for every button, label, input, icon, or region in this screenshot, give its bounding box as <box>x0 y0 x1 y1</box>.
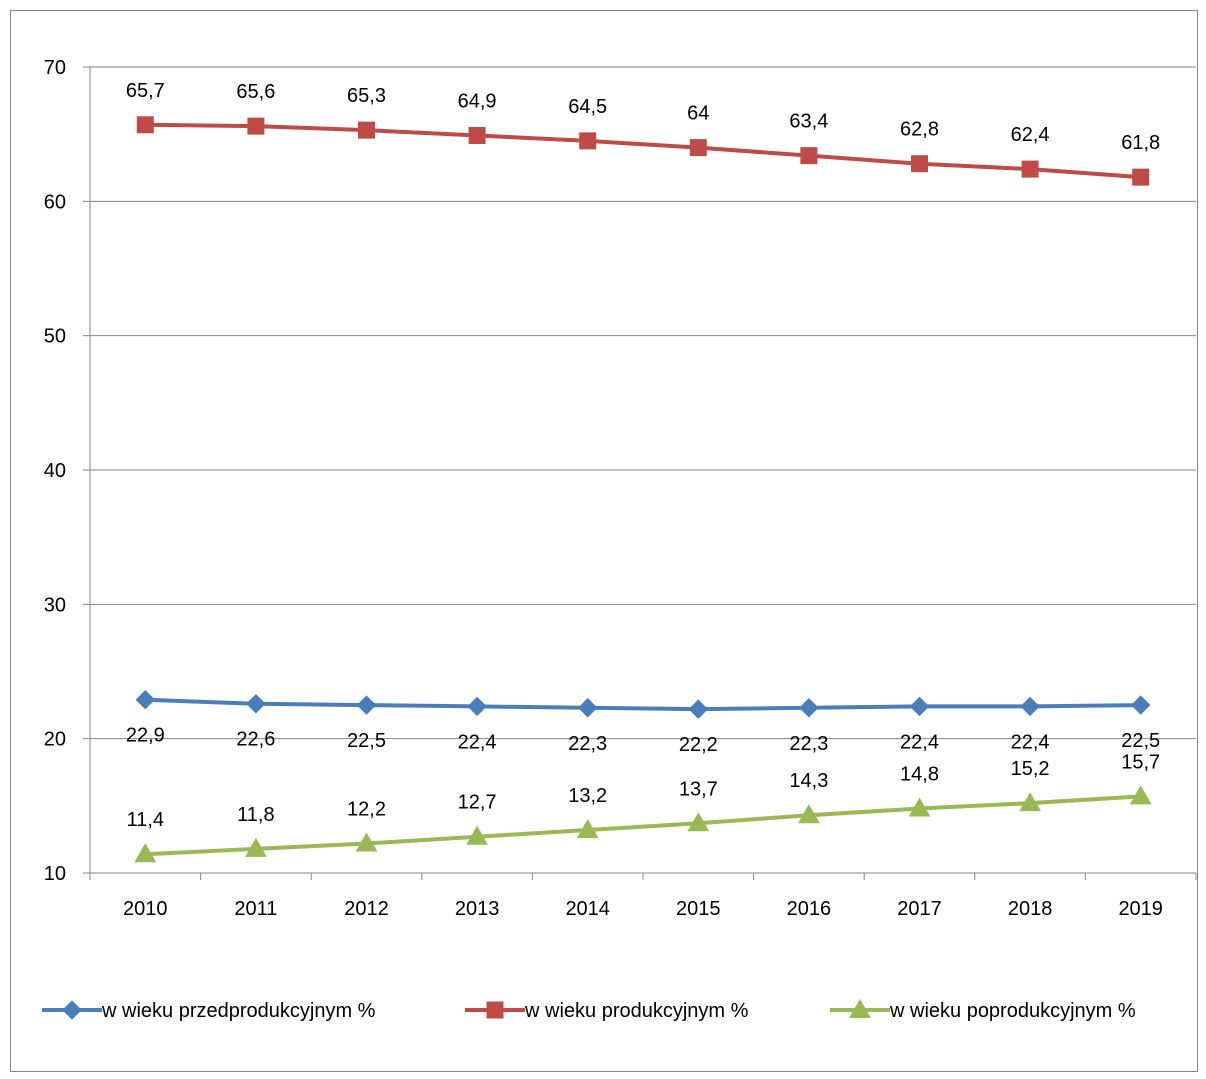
data-label: 22,5 <box>347 730 386 752</box>
x-tick-label-2014: 2014 <box>565 898 610 920</box>
data-label: 15,7 <box>1121 751 1160 773</box>
data-label: 22,5 <box>1121 730 1160 752</box>
legend-item-3: w wieku poprodukcyjnym % <box>830 998 1136 1022</box>
y-tick-label: 10 <box>44 863 66 885</box>
y-tick-label: 20 <box>44 729 66 751</box>
series-3 <box>134 785 1152 863</box>
data-point-triangle <box>245 837 267 857</box>
data-label: 22,9 <box>126 725 165 747</box>
data-label: 22,3 <box>789 733 828 755</box>
x-tick-label-2018: 2018 <box>1008 898 1053 920</box>
gridlines <box>90 66 1196 740</box>
data-label: 64 <box>687 103 709 125</box>
y-tick-label: 50 <box>44 326 66 348</box>
data-label: 65,7 <box>126 80 165 102</box>
data-label: 62,4 <box>1011 124 1050 146</box>
data-label: 11,8 <box>237 804 274 826</box>
legend-marker-square <box>486 1001 504 1019</box>
data-label: 65,6 <box>236 81 275 103</box>
data-point-triangle <box>908 797 931 817</box>
data-point-triangle <box>687 812 710 832</box>
x-tick-label-2019: 2019 <box>1118 898 1163 920</box>
data-label: 22,4 <box>1011 731 1050 753</box>
series-line <box>145 122 1141 180</box>
data-label: 64,9 <box>458 91 497 113</box>
data-label: 22,6 <box>236 729 275 751</box>
data-point-square <box>468 127 486 145</box>
data-point-triangle <box>1129 785 1152 805</box>
legend-marker-diamond <box>62 1000 82 1020</box>
data-labels: 22,9 22,6 22,5 22,4 22,3 22,2 22,3 22,4 22,4 22,5… <box>126 80 1160 831</box>
legend: w wieku przedprodukcyjnym % w wieku produ… <box>42 998 1136 1022</box>
data-label: 65,3 <box>347 85 386 107</box>
data-point-square <box>800 147 818 165</box>
data-point-square <box>358 121 375 139</box>
data-point-triangle <box>466 825 488 845</box>
data-label: 12,2 <box>347 798 386 820</box>
axes: 10 20 30 40 50 60 70 2010 2011 2012 2013 2014 2015 20… <box>44 57 1197 920</box>
series-1 <box>135 690 1151 719</box>
data-point-diamond <box>135 690 156 710</box>
series-2 <box>136 116 1150 186</box>
y-tick-label: 40 <box>44 460 66 482</box>
data-point-triangle <box>355 832 378 852</box>
data-point-square <box>1132 168 1150 186</box>
data-label: 15,2 <box>1011 758 1050 780</box>
data-point-square <box>1021 160 1039 178</box>
data-point-square <box>247 117 265 135</box>
x-tick-label-2012: 2012 <box>344 898 389 920</box>
y-tick-label: 60 <box>44 191 66 213</box>
legend-label: w wieku poprodukcyjnym % <box>889 1000 1136 1022</box>
data-point-triangle <box>798 804 820 824</box>
data-label: 63,4 <box>789 111 828 133</box>
legend-marker-triangle <box>849 998 871 1018</box>
data-point-diamond <box>799 698 819 718</box>
data-point-square <box>911 155 928 173</box>
legend-item-1: w wieku przedprodukcyjnym % <box>42 1000 376 1022</box>
data-label: 22,3 <box>568 733 607 755</box>
legend-item-2: w wieku produkcyjnym % <box>465 1000 749 1022</box>
series-lines <box>134 116 1152 863</box>
data-point-diamond <box>246 694 266 714</box>
data-point-diamond <box>1130 695 1151 715</box>
x-tick-label-2015: 2015 <box>676 898 721 920</box>
data-label: 13,2 <box>568 785 607 807</box>
data-point-square <box>136 116 154 134</box>
data-point-triangle <box>576 819 599 839</box>
data-label: 64,5 <box>568 96 607 118</box>
series-line <box>145 794 1141 857</box>
data-point-diamond <box>356 695 377 715</box>
x-tick-label-2016: 2016 <box>787 898 832 920</box>
data-label: 62,8 <box>900 119 939 141</box>
data-point-square <box>579 132 597 150</box>
data-point-diamond <box>1020 696 1040 717</box>
data-label: 14,3 <box>789 770 828 792</box>
data-label: 13,7 <box>679 778 718 800</box>
legend-label: w wieku przedprodukcyjnym % <box>101 1000 376 1022</box>
data-label: 14,8 <box>900 764 939 786</box>
x-tick-label-2017: 2017 <box>897 898 942 920</box>
y-tick-label: 30 <box>44 594 66 616</box>
data-label: 12,7 <box>458 792 497 814</box>
x-tick-label-2011: 2011 <box>234 898 277 920</box>
data-label: 11,4 <box>127 809 164 831</box>
legend-label: w wieku produkcyjnym % <box>524 1000 749 1022</box>
data-label: 61,8 <box>1121 132 1160 154</box>
y-tick-label: 70 <box>44 57 66 79</box>
data-label: 22,4 <box>458 731 497 753</box>
series-line <box>145 697 1141 712</box>
chart-frame <box>10 10 1198 1072</box>
data-point-diamond <box>909 696 930 717</box>
data-point-diamond <box>688 699 709 719</box>
data-point-triangle <box>134 843 157 863</box>
data-point-diamond <box>467 696 487 717</box>
data-label: 22,4 <box>900 731 939 753</box>
x-tick-label-2010: 2010 <box>123 898 168 920</box>
data-point-diamond <box>577 698 598 718</box>
data-label: 22,2 <box>679 734 718 756</box>
x-tick-label-2013: 2013 <box>455 898 500 920</box>
data-point-square <box>689 139 707 157</box>
data-point-triangle <box>1019 792 1041 812</box>
